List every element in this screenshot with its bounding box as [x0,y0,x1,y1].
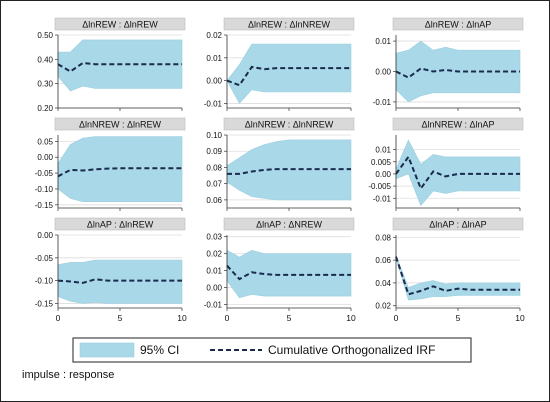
irf-line-3 [395,67,520,79]
y-tick-label: 0.04 [375,279,391,288]
y-tick-label: 0.10 [206,131,222,140]
y-tick-label: 0.02 [206,31,222,40]
panel-title-8: ΔlnAP : ΔNREW [256,220,322,230]
panel-title-7: ΔlnAP : ΔlnREW [87,220,154,230]
panel-title-4: ΔlnNREW : ΔlnREW [79,120,162,130]
ci-band-1 [57,39,183,92]
x-tick-label: 5 [456,313,461,323]
panel-header-8 [223,217,355,231]
y-tick-label: 0.06 [375,256,391,265]
y-tick-label: 0.00 [375,170,391,179]
x-tick-label: 10 [177,313,187,323]
panel-header-6 [392,117,524,131]
y-tick-label: -0.01 [373,98,392,107]
legend-irf-label: Cumulative Orthogonalized IRF [268,343,435,357]
panel-header-1 [54,17,186,31]
irf-line-2 [226,65,351,87]
y-tick-label: 0.00 [37,231,53,240]
panel-title-6: ΔlnNREW : ΔlnAP [421,120,494,130]
panel-title-3: ΔlnREW : ΔlnAP [425,20,492,30]
x-tick-label: 5 [287,313,292,323]
ci-band-8 [226,249,352,299]
legend-ci-label: 95% CI [140,343,179,357]
y-tick-label: 0.00 [375,68,391,77]
panel-header-9 [392,217,524,231]
x-tick-label: 0 [225,313,230,323]
y-tick-label: 0.05 [37,137,53,146]
irf-line-9 [395,256,520,296]
legend-ci-swatch [79,342,135,358]
y-tick-label: -0.05 [35,169,54,178]
y-tick-label: -0.01 [204,301,223,310]
panel-title-9: ΔlnAP : ΔlnAP [429,220,486,230]
irf-line-8 [226,264,351,281]
x-tick-label: 10 [515,313,525,323]
panel-header-7 [54,217,186,231]
panel-title-2: ΔlnREW : ΔlnNREW [248,20,331,30]
ci-band-7 [57,259,183,304]
y-tick-label: 0.08 [206,163,222,172]
y-tick-label: -0.10 [35,277,54,286]
y-tick-label: 0.00 [206,284,222,293]
y-tick-label: 0.01 [206,54,222,63]
ci-band-9 [395,255,521,301]
y-tick-label: -0.05 [35,254,54,263]
x-tick-label: 10 [346,313,356,323]
y-tick-label: 0.40 [37,55,53,64]
panel-title-5: ΔlnNREW : ΔlnNREW [245,120,334,130]
y-tick-label: 0.30 [37,80,53,89]
y-tick-label: -0.01 [373,194,392,203]
y-tick-label: 0.07 [206,180,222,189]
note-text: impulse : response [22,369,115,381]
y-tick-label: 0.01 [375,37,391,46]
y-tick-label: 0.005 [371,158,392,167]
y-tick-label: -0.15 [35,201,54,210]
y-tick-label: 0.50 [37,31,53,40]
y-tick-label: -0.01 [204,99,223,108]
irf-line-1 [57,61,182,73]
y-tick-label: 0.02 [375,302,391,311]
y-tick-label: 0.03 [206,233,222,242]
y-tick-label: 0.20 [37,104,53,113]
y-tick-label: 0.01 [206,267,222,276]
y-tick-label: -0.15 [35,299,54,308]
panel-header-2 [223,17,355,31]
ci-band-2 [226,43,352,104]
ci-band-4 [57,136,183,202]
x-tick-label: 0 [56,313,61,323]
irf-line-6 [395,154,520,191]
y-tick-label: 0.06 [206,196,222,205]
panel-header-4 [54,117,186,131]
y-tick-label: 0.00 [37,153,53,162]
panel-header-5 [223,117,355,131]
irf-line-7 [57,278,182,284]
y-tick-label: -0.005 [368,182,391,191]
panel-header-3 [392,17,524,31]
irf-line-4 [57,167,182,178]
legend-box [72,337,472,363]
irf-line-5 [227,168,351,175]
ci-band-6 [395,139,521,207]
ci-band-5 [226,139,352,201]
y-tick-label: 0.02 [206,250,222,259]
x-tick-label: 0 [394,313,399,323]
y-tick-label: 0.00 [206,77,222,86]
y-tick-label: 0.01 [375,146,391,155]
panel-title-1: ΔlnREW : ΔlnREW [82,20,158,30]
y-tick-label: 0.09 [206,147,222,156]
y-tick-label: 0.08 [375,233,391,242]
y-tick-label: -0.10 [35,185,54,194]
x-tick-label: 5 [118,313,123,323]
